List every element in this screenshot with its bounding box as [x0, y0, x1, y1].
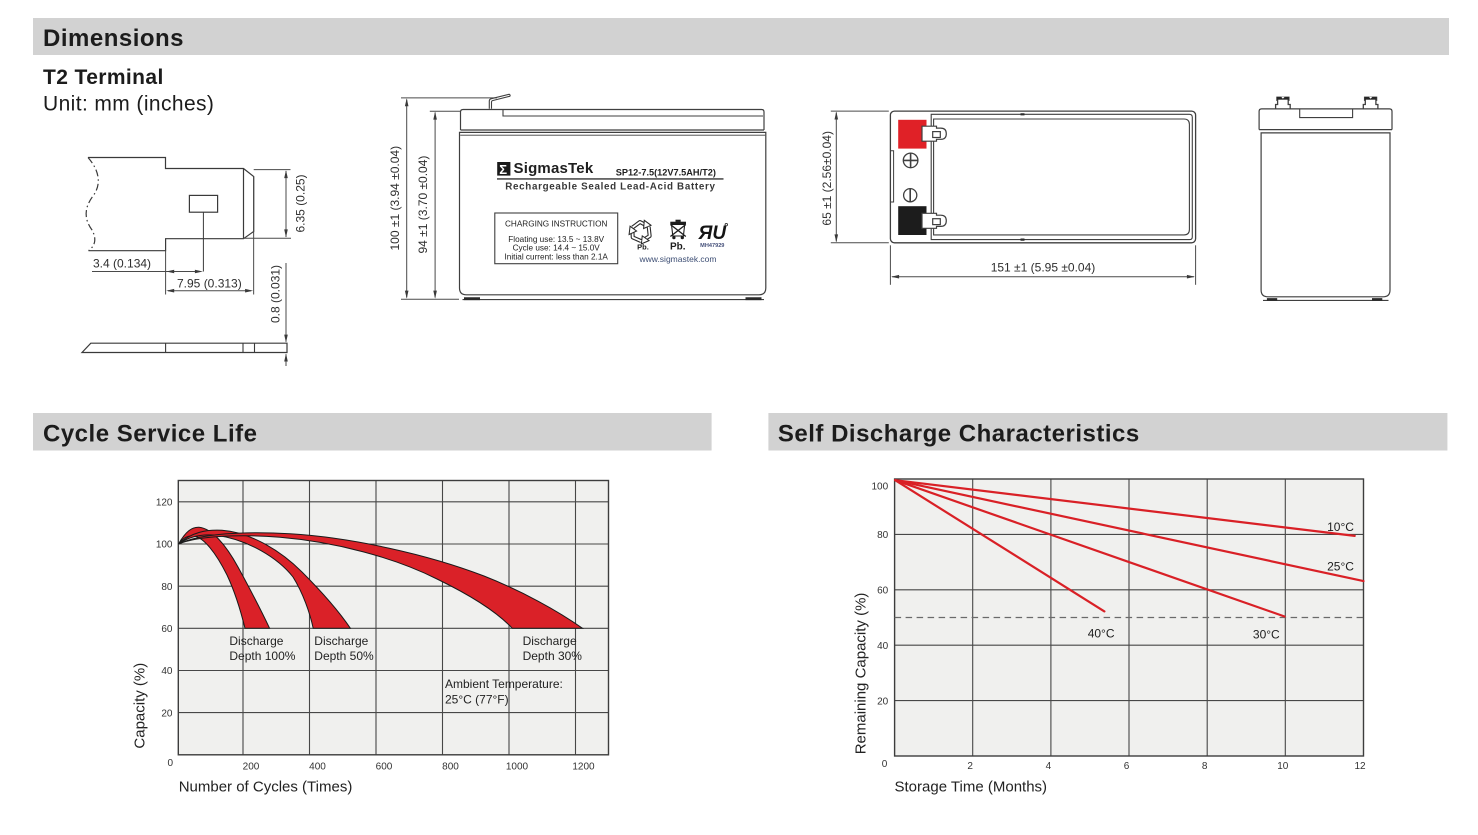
svg-text:100: 100 — [156, 540, 173, 551]
svg-text:8: 8 — [1202, 761, 1208, 772]
svg-text:1000: 1000 — [506, 762, 529, 773]
svg-text:0: 0 — [167, 758, 173, 769]
svg-text:65 ±1 (2.56±0.04): 65 ±1 (2.56±0.04) — [820, 131, 834, 226]
svg-text:SP12-7.5(12V7.5AH/T2): SP12-7.5(12V7.5AH/T2) — [616, 168, 716, 178]
svg-text:94 ±1 (3.70 ±0.04): 94 ±1 (3.70 ±0.04) — [416, 156, 430, 254]
svg-text:www.sigmastek.com: www.sigmastek.com — [639, 254, 717, 264]
svg-text:SigmasTek: SigmasTek — [514, 160, 594, 177]
svg-text:100 ±1 (3.94 ±0.04): 100 ±1 (3.94 ±0.04) — [388, 146, 402, 251]
svg-text:Ambient Temperature:: Ambient Temperature: — [445, 677, 563, 691]
svg-text:20: 20 — [877, 696, 889, 707]
svg-text:Remaining Capacity (%): Remaining Capacity (%) — [853, 593, 870, 755]
svg-text:Depth 100%: Depth 100% — [229, 649, 295, 663]
svg-text:CHARGING INSTRUCTION: CHARGING INSTRUCTION — [505, 219, 607, 228]
svg-text:Capacity (%): Capacity (%) — [132, 663, 149, 749]
svg-text:80: 80 — [877, 530, 889, 541]
svg-text:80: 80 — [161, 582, 173, 593]
svg-text:12: 12 — [1354, 761, 1366, 772]
svg-text:Storage Time (Months): Storage Time (Months) — [895, 779, 1048, 796]
svg-text:10: 10 — [1277, 761, 1289, 772]
svg-text:Discharge: Discharge — [314, 634, 368, 648]
svg-text:Self Discharge Characteristics: Self Discharge Characteristics — [778, 421, 1140, 448]
svg-text:4: 4 — [1046, 761, 1052, 772]
svg-text:6.35 (0.25): 6.35 (0.25) — [294, 174, 308, 232]
svg-text:Rechargeable Sealed Lead-Acid: Rechargeable Sealed Lead-Acid Battery — [505, 181, 715, 192]
svg-text:Number of Cycles (Times): Number of Cycles (Times) — [179, 779, 353, 796]
svg-text:Discharge: Discharge — [229, 634, 283, 648]
svg-text:Floating use: 13.5 ~ 13.8V: Floating use: 13.5 ~ 13.8V — [508, 235, 604, 244]
svg-text:800: 800 — [442, 762, 459, 773]
svg-text:10°C: 10°C — [1327, 520, 1354, 534]
svg-text:600: 600 — [376, 762, 393, 773]
svg-text:1200: 1200 — [572, 762, 595, 773]
svg-text:0.8 (0.031): 0.8 (0.031) — [269, 265, 283, 323]
svg-text:ЯU: ЯU — [698, 223, 728, 244]
svg-text:Depth 30%: Depth 30% — [523, 649, 583, 663]
svg-text:MH47929: MH47929 — [700, 243, 724, 249]
svg-text:60: 60 — [161, 624, 173, 635]
svg-text:Dimensions: Dimensions — [43, 25, 184, 52]
svg-text:7.95 (0.313): 7.95 (0.313) — [177, 276, 242, 290]
svg-text:Pb.: Pb. — [670, 241, 686, 252]
svg-text:Discharge: Discharge — [523, 634, 577, 648]
svg-text:Depth 50%: Depth 50% — [314, 649, 374, 663]
svg-text:40°C: 40°C — [1088, 627, 1115, 641]
svg-text:Pb.: Pb. — [637, 242, 649, 251]
svg-text:100: 100 — [872, 482, 889, 493]
svg-text:200: 200 — [243, 762, 260, 773]
svg-text:40: 40 — [161, 666, 173, 677]
svg-text:40: 40 — [877, 641, 889, 652]
svg-text:T2 Terminal: T2 Terminal — [43, 66, 164, 89]
svg-text:0: 0 — [882, 759, 888, 770]
svg-text:400: 400 — [309, 762, 326, 773]
svg-text:60: 60 — [877, 586, 889, 597]
svg-text:2: 2 — [967, 761, 973, 772]
svg-text:Cycle Service Life: Cycle Service Life — [43, 421, 257, 448]
svg-text:120: 120 — [156, 498, 173, 509]
svg-text:Σ: Σ — [499, 162, 507, 177]
svg-text:Cycle use: 14.4 ~ 15.0V: Cycle use: 14.4 ~ 15.0V — [513, 244, 601, 253]
svg-text:30°C: 30°C — [1253, 628, 1280, 642]
svg-text:6: 6 — [1124, 761, 1130, 772]
svg-text:25°C: 25°C — [1327, 560, 1354, 574]
svg-text:151 ±1 (5.95 ±0.04): 151 ±1 (5.95 ±0.04) — [991, 261, 1096, 275]
svg-text:20: 20 — [161, 708, 173, 719]
svg-text:25°C (77°F): 25°C (77°F) — [445, 692, 509, 706]
svg-text:Unit: mm (inches): Unit: mm (inches) — [43, 93, 214, 116]
svg-text:Initial current: less than 2.1: Initial current: less than 2.1A — [505, 252, 609, 261]
svg-text:3.4 (0.134): 3.4 (0.134) — [93, 256, 151, 270]
